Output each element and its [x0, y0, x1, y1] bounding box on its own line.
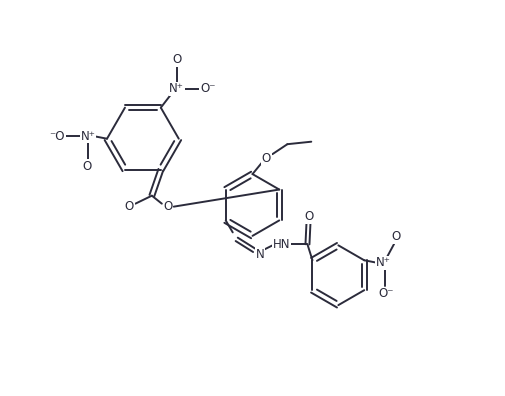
Text: N⁺: N⁺ — [81, 130, 95, 143]
Text: O: O — [125, 200, 134, 213]
Text: ⁻O: ⁻O — [49, 130, 65, 143]
Text: O⁻: O⁻ — [200, 82, 216, 95]
Text: O⁻: O⁻ — [378, 287, 394, 300]
Text: HN: HN — [273, 238, 290, 251]
Text: O: O — [262, 152, 271, 165]
Text: O: O — [305, 210, 314, 223]
Text: N⁺: N⁺ — [169, 82, 184, 95]
Text: O: O — [172, 53, 181, 66]
Text: O: O — [163, 200, 172, 213]
Text: N: N — [256, 248, 265, 261]
Text: O: O — [82, 160, 92, 173]
Text: O: O — [391, 230, 401, 244]
Text: N⁺: N⁺ — [376, 256, 390, 269]
